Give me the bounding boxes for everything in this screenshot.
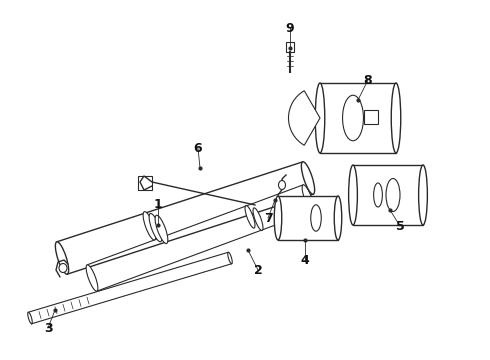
Ellipse shape: [228, 252, 232, 264]
Ellipse shape: [278, 180, 286, 189]
Ellipse shape: [386, 179, 400, 211]
Bar: [138, 176, 152, 190]
Text: 1: 1: [154, 198, 162, 211]
Text: 4: 4: [301, 253, 309, 266]
Bar: [286, 42, 294, 52]
Ellipse shape: [86, 265, 98, 291]
Ellipse shape: [59, 264, 67, 273]
Polygon shape: [57, 162, 313, 274]
Ellipse shape: [28, 312, 32, 324]
Ellipse shape: [315, 83, 325, 153]
Text: 6: 6: [194, 141, 202, 154]
Ellipse shape: [301, 162, 315, 194]
Text: 2: 2: [254, 264, 262, 276]
Text: 5: 5: [395, 220, 404, 233]
Ellipse shape: [391, 83, 401, 153]
Bar: [278, 196, 338, 240]
Ellipse shape: [374, 183, 382, 207]
Bar: [320, 83, 396, 153]
Ellipse shape: [149, 213, 162, 242]
Ellipse shape: [155, 215, 168, 244]
Ellipse shape: [253, 208, 263, 230]
Ellipse shape: [348, 165, 357, 225]
Wedge shape: [289, 91, 320, 145]
Ellipse shape: [245, 206, 255, 228]
Bar: [364, 110, 378, 124]
Ellipse shape: [334, 196, 342, 240]
Text: 8: 8: [364, 73, 372, 86]
Ellipse shape: [55, 242, 69, 274]
Text: 3: 3: [44, 321, 52, 334]
Polygon shape: [87, 185, 313, 291]
Ellipse shape: [311, 205, 321, 231]
Ellipse shape: [302, 185, 314, 211]
Polygon shape: [28, 252, 232, 324]
Ellipse shape: [274, 196, 282, 240]
Ellipse shape: [143, 212, 156, 240]
Bar: [353, 165, 423, 225]
Text: 7: 7: [264, 211, 272, 225]
Text: 9: 9: [286, 22, 294, 35]
Ellipse shape: [418, 165, 427, 225]
Ellipse shape: [343, 95, 364, 141]
